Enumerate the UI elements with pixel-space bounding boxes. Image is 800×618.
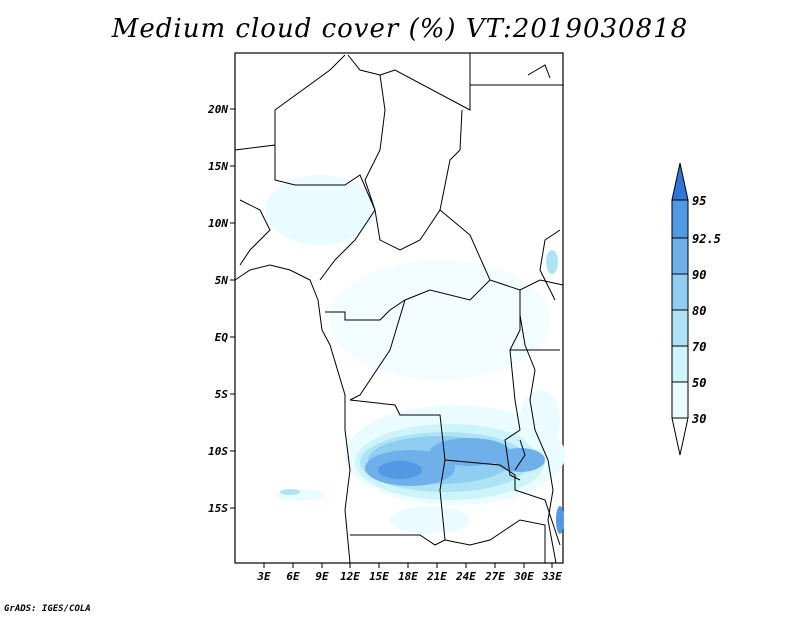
colorbar-label: 50	[692, 376, 706, 390]
footer-credit: GrADS: IGES/COLA	[4, 604, 91, 614]
y-tick-label: EQ	[215, 331, 229, 344]
colorbar-swatch	[671, 309, 689, 347]
x-tick-label: 18E	[398, 570, 418, 583]
colorbar-swatch	[671, 199, 689, 239]
coastlines-borders	[234, 53, 564, 564]
colorbar-label: 70	[692, 340, 706, 354]
colorbar-label: 92.5	[692, 232, 721, 246]
chart-title: Medium cloud cover (%) VT:2019030818	[111, 14, 689, 44]
x-tick-label: 33E	[541, 570, 562, 583]
x-tick-label: 24E	[455, 570, 476, 583]
y-axis: 20N 15N 10N 5N EQ 5S 10S 15S	[207, 103, 235, 515]
colorbar-swatch	[671, 237, 689, 275]
x-tick-label: 6E	[286, 570, 300, 583]
x-tick-label: 30E	[513, 570, 534, 583]
colorbar-over-arrow	[671, 162, 689, 201]
x-tick-label: 12E	[340, 570, 360, 583]
x-tick-label: 9E	[315, 570, 329, 583]
y-tick-label: 10S	[208, 445, 228, 458]
colorbar-swatch	[671, 345, 689, 383]
colorbar-swatch	[671, 381, 689, 419]
y-tick-label: 15N	[208, 160, 228, 173]
x-tick-label: 27E	[484, 570, 505, 583]
y-tick-label: 5N	[215, 274, 229, 287]
colorbar-label: 90	[692, 268, 706, 282]
x-tick-label: 21E	[426, 570, 447, 583]
x-tick-label: 15E	[369, 570, 389, 583]
x-axis: 3E 6E 9E 12E 15E 18E 21E 24E 27E 30E 33E	[256, 563, 562, 583]
y-tick-label: 20N	[207, 103, 228, 116]
colorbar-label: 30	[691, 412, 706, 426]
x-tick-label: 3E	[256, 570, 271, 583]
colorbar-under-arrow	[671, 417, 689, 456]
y-tick-label: 10N	[208, 217, 228, 230]
colorbar-label: 95	[692, 194, 706, 208]
colorbar: 30 50 70 80 90 92.5 95	[671, 162, 721, 456]
colorbar-swatch	[671, 273, 689, 311]
colorbar-label: 80	[692, 304, 706, 318]
y-tick-label: 5S	[215, 388, 229, 401]
y-tick-label: 15S	[208, 502, 228, 515]
